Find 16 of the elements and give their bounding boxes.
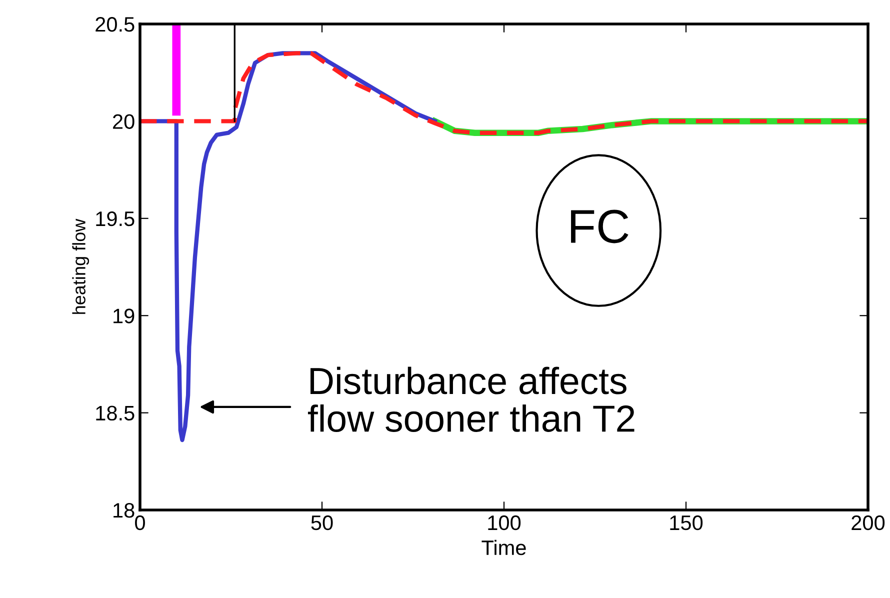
- y-tick-label: 18: [114, 503, 134, 518]
- annotation: Disturbance affects flow sooner than T2: [308, 366, 634, 432]
- y-tick-label: 20.5: [96, 17, 134, 32]
- x-tick-label: 50: [311, 515, 333, 530]
- x-tick-label: 200: [852, 515, 885, 530]
- y-tick-label: 19: [114, 308, 134, 324]
- y-tick-label: 20: [113, 114, 134, 129]
- x-axis-title: Time: [482, 540, 526, 556]
- y-tick-label: 19.5: [96, 211, 134, 226]
- y-axis-title: heating flow: [72, 218, 90, 314]
- annotation: FC: [571, 210, 628, 244]
- y-tick-label: 18.5: [96, 406, 134, 421]
- x-tick-label: 100: [488, 515, 521, 530]
- x-tick-label: 0: [135, 515, 145, 530]
- line-series: [140, 51, 868, 135]
- x-tick-label: 150: [670, 515, 703, 530]
